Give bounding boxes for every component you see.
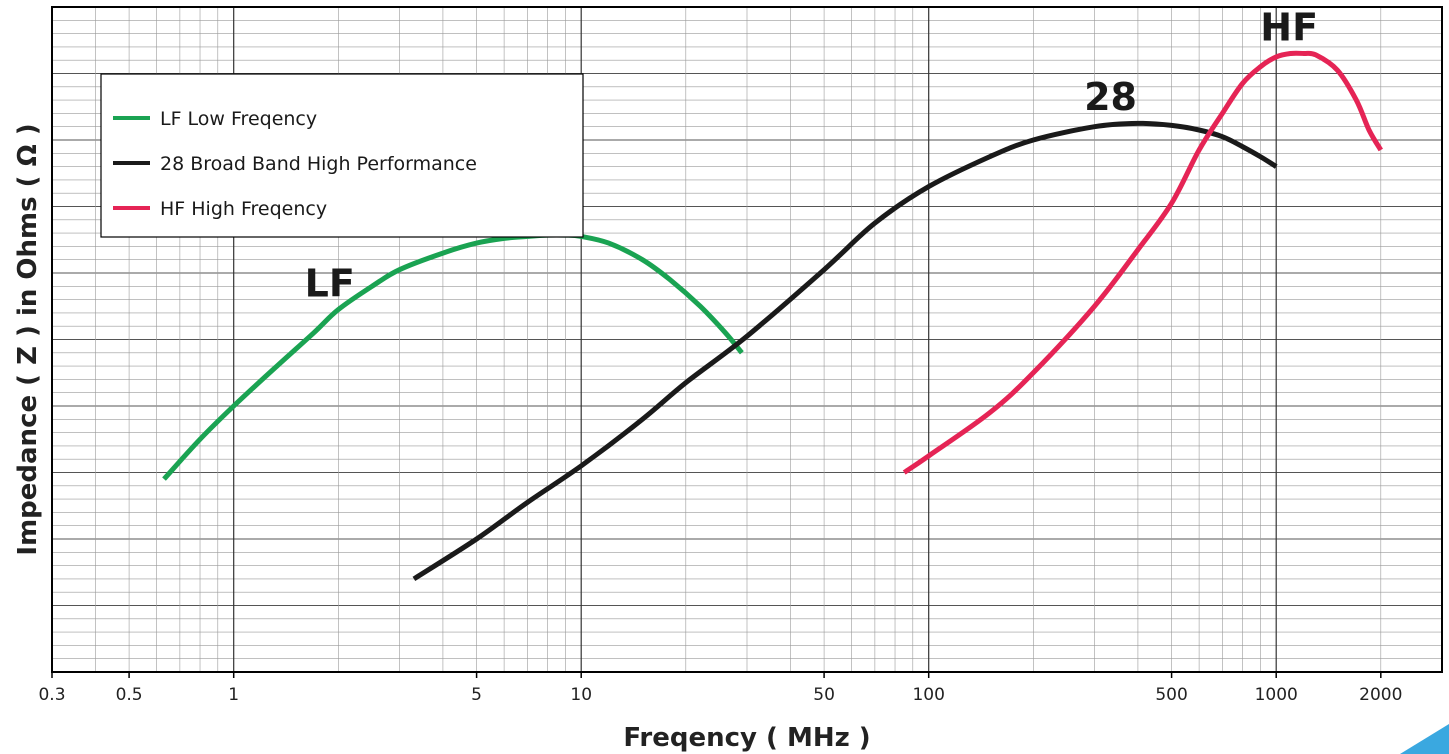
legend: LF Low Freqency 28 Broad Band High Perfor… bbox=[100, 73, 584, 238]
y-axis-title: Impedance ( Z ) in Ohms ( Ω ) bbox=[13, 123, 43, 555]
plot-frame bbox=[51, 6, 1443, 673]
x-tick-label: 10 bbox=[570, 685, 592, 705]
corner-decoration bbox=[1400, 724, 1449, 754]
curve-label-2: 28 bbox=[1084, 75, 1137, 119]
x-tick-label: 0.5 bbox=[116, 685, 143, 705]
series-curves bbox=[162, 50, 1383, 582]
x-tick-label: 5 bbox=[471, 685, 482, 705]
x-tick-label: 2000 bbox=[1359, 685, 1402, 705]
curve-labels: LF 28 HF bbox=[305, 5, 1318, 305]
grid-lines bbox=[51, 7, 1442, 672]
legend-box bbox=[100, 73, 584, 238]
x-tick-label: 100 bbox=[912, 685, 944, 705]
legend-entry: 28 Broad Band High Performance bbox=[160, 153, 477, 175]
x-tick-label: 50 bbox=[813, 685, 835, 705]
series-line-1 bbox=[162, 232, 744, 481]
x-tick-labels: 0.3 0.5 1 5 10 50 100 500 1000 2000 bbox=[38, 672, 1402, 705]
legend-entry: HF High Freqency bbox=[160, 198, 327, 220]
series-line-2 bbox=[412, 120, 1278, 582]
curve-label-1: LF bbox=[305, 261, 355, 305]
series-line-3 bbox=[902, 50, 1383, 475]
x-tick-label: 0.3 bbox=[38, 685, 65, 705]
curve-label-3: HF bbox=[1260, 5, 1318, 49]
x-axis-title: Freqency ( MHz ) bbox=[623, 723, 870, 753]
x-tick-label: 1 bbox=[228, 685, 239, 705]
legend-entry: LF Low Freqency bbox=[160, 108, 317, 130]
x-tick-label: 500 bbox=[1155, 685, 1187, 705]
x-tick-label: 1000 bbox=[1255, 685, 1298, 705]
